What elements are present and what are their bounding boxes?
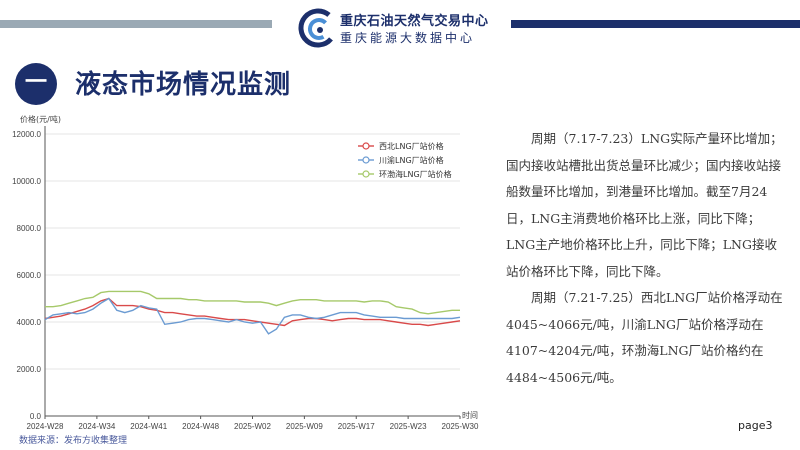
legend-label: 川渝LNG厂站价格 — [379, 155, 444, 165]
x-tick-label: 2025-W30 — [442, 422, 479, 431]
y-axis-label: 价格(元/吨) — [20, 114, 61, 124]
y-tick-label: 12000.0 — [12, 130, 41, 139]
x-axis-label: 时间 — [462, 410, 478, 420]
x-tick-label: 2024-W28 — [27, 422, 64, 431]
x-tick-label: 2025-W02 — [234, 422, 271, 431]
x-tick-label: 2024-W48 — [182, 422, 219, 431]
description-paragraph-2: 周期（7.21-7.25）西北LNG厂站价格浮动在4045~4066元/吨，川渝… — [506, 290, 783, 385]
y-tick-label: 0.0 — [30, 412, 42, 421]
org-logo-icon — [298, 8, 338, 48]
legend-marker — [362, 170, 370, 178]
y-tick-label: 10000.0 — [12, 177, 41, 186]
y-tick-label: 8000.0 — [17, 224, 42, 233]
series-line-3 — [45, 290, 460, 315]
y-tick-label: 6000.0 — [17, 271, 42, 280]
description-paragraph-1: 周期（7.17-7.23）LNG实际产量环比增加；国内接收站槽批出货总量环比减少… — [506, 131, 783, 279]
org-name: 重庆石油天然气交易中心 — [340, 14, 489, 29]
y-tick-label: 2000.0 — [17, 365, 42, 374]
legend-marker — [362, 156, 370, 164]
data-source-note: 数据来源：发布方收集整理 — [19, 436, 128, 446]
y-tick-label: 4000.0 — [17, 318, 42, 327]
header-bar-right — [511, 20, 800, 28]
series-line-1 — [44, 297, 461, 327]
x-tick-label: 2025-W17 — [338, 422, 375, 431]
legend-label: 环渤海LNG厂站价格 — [379, 169, 452, 179]
x-tick-label: 2024-W34 — [78, 422, 115, 431]
section-title: 液态市场情况监测 — [75, 70, 292, 100]
page-number: page3 — [738, 419, 773, 432]
header-bar-left — [0, 20, 272, 28]
org-subname: 重庆能源大数据中心 — [340, 31, 476, 45]
section-number: 一 — [15, 63, 57, 105]
market-description: 周期（7.17-7.23）LNG实际产量环比增加；国内接收站槽批出货总量环比减少… — [506, 126, 786, 391]
x-tick-label: 2024-W41 — [130, 422, 167, 431]
series-line-2 — [44, 297, 461, 335]
legend-marker — [362, 142, 370, 150]
x-tick-label: 2025-W23 — [390, 422, 427, 431]
x-tick-label: 2025-W09 — [286, 422, 323, 431]
legend-label: 西北LNG厂站价格 — [379, 141, 444, 151]
price-line-chart: 0.0 2000.0 4000.0 6000.0 8000.0 10000.0 12000.… — [12, 114, 479, 431]
